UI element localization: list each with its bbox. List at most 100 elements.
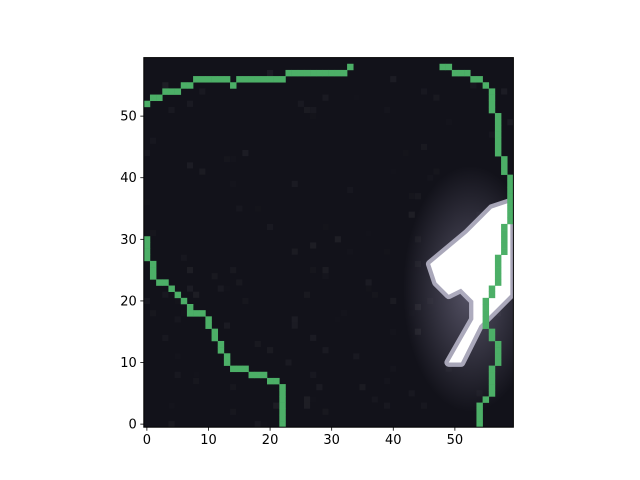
contour-pixel: [464, 69, 471, 77]
texture-pixel: [186, 162, 194, 169]
texture-pixel: [236, 205, 243, 212]
contour-pixel: [501, 156, 508, 163]
contour-pixel: [186, 310, 194, 317]
texture-pixel: [445, 119, 452, 126]
contour-pixel: [223, 76, 231, 83]
contour-pixel: [211, 334, 219, 342]
texture-pixel: [223, 285, 231, 292]
contour-pixel: [254, 76, 262, 83]
contour-pixel: [223, 359, 231, 366]
contour-pixel: [482, 322, 490, 329]
texture-pixel: [353, 353, 360, 360]
contour-pixel: [316, 69, 323, 77]
contour-pixel: [236, 76, 243, 83]
texture-pixel: [310, 396, 317, 403]
contour-pixel: [507, 174, 514, 182]
texture-pixel: [199, 88, 206, 95]
texture-pixel: [507, 119, 514, 126]
contour-pixel: [482, 316, 490, 323]
contour-pixel: [260, 371, 268, 379]
contour-pixel: [273, 76, 280, 83]
texture-pixel: [242, 297, 249, 304]
contour-pixel: [149, 273, 157, 280]
contour-pixel: [501, 223, 508, 231]
contour-pixel: [230, 82, 237, 89]
contour-pixel: [507, 217, 514, 225]
contour-pixel: [488, 285, 496, 292]
contour-pixel: [470, 76, 477, 83]
texture-pixel: [347, 248, 354, 255]
contour-pixel: [156, 279, 163, 286]
contour-pixel: [494, 359, 502, 366]
texture-pixel: [316, 384, 323, 391]
texture-pixel: [384, 248, 391, 255]
texture-pixel: [162, 82, 169, 89]
texture-pixel: [488, 131, 495, 138]
texture-pixel: [303, 402, 311, 409]
texture-pixel: [193, 377, 200, 385]
texture-pixel: [143, 199, 150, 206]
texture-pixel: [223, 156, 231, 163]
contour-pixel: [494, 353, 502, 360]
contour-pixel: [488, 334, 496, 342]
texture-pixel: [174, 316, 181, 323]
texture-pixel: [347, 186, 354, 194]
texture-pixel: [174, 371, 181, 378]
texture-pixel: [322, 273, 329, 280]
contour-pixel: [501, 242, 508, 249]
contour-bottom: [143, 63, 354, 108]
contour-pixel: [149, 260, 157, 268]
contour-pixel: [494, 119, 502, 126]
contour-pixel: [279, 384, 286, 391]
texture-pixel: [230, 267, 237, 274]
texture-pixel: [303, 396, 311, 403]
texture-pixel: [149, 310, 157, 317]
contour-pixel: [205, 322, 212, 329]
contour-pixel: [260, 76, 268, 83]
texture-pixel: [421, 402, 428, 409]
contour-pixel: [236, 365, 243, 373]
texture-pixel: [242, 150, 249, 157]
texture-pixel: [254, 205, 261, 212]
texture-pixel: [254, 421, 261, 428]
contour-pixel: [494, 347, 502, 354]
texture-pixel: [162, 291, 169, 298]
contour-pixel: [488, 106, 496, 114]
contour-pixel: [174, 88, 182, 95]
contour-pixel: [507, 211, 514, 219]
contour-pixel: [494, 143, 502, 151]
contour-pixel: [494, 340, 502, 348]
texture-pixel: [322, 267, 329, 274]
contour-pixel: [156, 94, 163, 102]
contour-pixel: [310, 69, 317, 77]
contour-pixel: [279, 76, 286, 83]
texture-pixel: [291, 322, 298, 329]
texture-pixel: [334, 236, 341, 243]
texture-pixel: [174, 353, 181, 360]
texture-pixel: [408, 211, 415, 218]
contour-pixel: [476, 408, 483, 416]
contour-pixel: [168, 88, 175, 95]
contour-pixel: [439, 63, 446, 71]
texture-pixel: [303, 291, 311, 298]
contour-pixel: [149, 267, 157, 274]
contour-pixel: [488, 377, 496, 385]
texture-pixel: [421, 88, 428, 95]
texture-pixel: [267, 347, 274, 354]
contour-pixel: [445, 63, 453, 71]
texture-pixel: [365, 230, 372, 237]
contour-pixel: [347, 63, 354, 71]
texture-pixel: [310, 113, 317, 120]
texture-pixel: [334, 316, 341, 323]
contour-pixel: [223, 353, 231, 360]
contour-pixel: [291, 69, 299, 77]
bright-region: [402, 165, 514, 413]
contour-pixel: [501, 162, 508, 169]
contour-pixel: [149, 94, 157, 102]
texture-pixel: [408, 193, 415, 200]
contour-pixel: [217, 347, 225, 354]
texture-pixel: [427, 174, 434, 181]
contour-pixel: [501, 168, 508, 175]
texture-pixel: [254, 340, 261, 348]
